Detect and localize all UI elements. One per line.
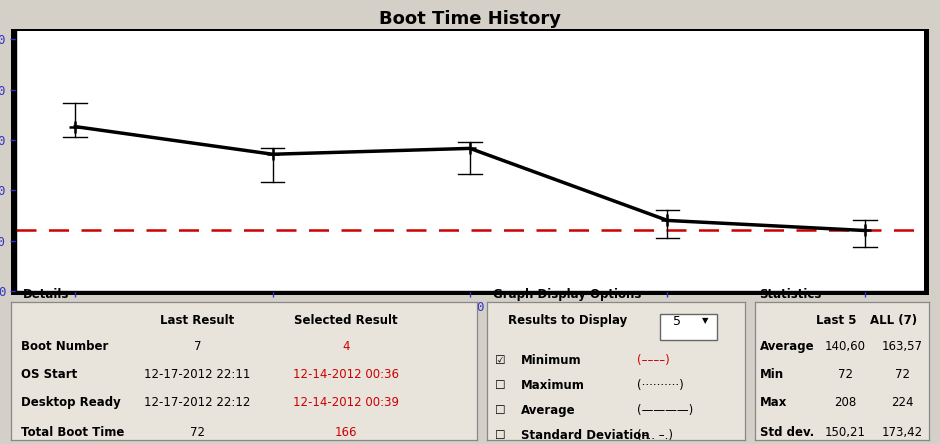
Text: Selected Result: Selected Result: [294, 314, 399, 327]
Text: Minimum: Minimum: [521, 354, 581, 367]
Text: (————): (————): [637, 404, 693, 417]
Text: 12-17-2012 22:12: 12-17-2012 22:12: [144, 396, 251, 408]
Text: ☐: ☐: [494, 404, 505, 417]
Text: ▼: ▼: [701, 316, 708, 325]
Text: (··········): (··········): [637, 379, 683, 392]
Text: 224: 224: [891, 396, 914, 408]
Text: Total Boot Time: Total Boot Time: [21, 426, 124, 439]
Text: Desktop Ready: Desktop Ready: [21, 396, 120, 408]
Text: 12-17-2012 22:11: 12-17-2012 22:11: [144, 368, 251, 381]
Text: Last Result: Last Result: [161, 314, 234, 327]
Text: ALL (7): ALL (7): [870, 314, 917, 327]
Text: Details: Details: [23, 288, 70, 301]
Text: Boot Number: Boot Number: [21, 341, 108, 353]
Text: 72: 72: [838, 368, 853, 381]
Text: Last 5: Last 5: [816, 314, 856, 327]
Text: 5: 5: [673, 315, 682, 328]
Text: 166: 166: [335, 426, 357, 439]
Text: 150,21: 150,21: [824, 426, 866, 439]
Text: Standard Deviation: Standard Deviation: [521, 428, 650, 441]
Text: Maximum: Maximum: [521, 379, 585, 392]
FancyBboxPatch shape: [660, 314, 717, 341]
Text: 72: 72: [895, 368, 910, 381]
Text: (–.. –.): (–.. –.): [637, 428, 673, 441]
Text: 72: 72: [190, 426, 205, 439]
Text: Results to Display: Results to Display: [508, 314, 627, 327]
Text: 163,57: 163,57: [882, 341, 923, 353]
Text: Statistics: Statistics: [760, 288, 822, 301]
Text: Average: Average: [760, 341, 815, 353]
Text: ☑: ☑: [494, 354, 505, 367]
Text: Std dev.: Std dev.: [760, 426, 814, 439]
Text: 12-14-2012 00:39: 12-14-2012 00:39: [293, 396, 399, 408]
Text: 4: 4: [342, 341, 350, 353]
Text: OS Start: OS Start: [21, 368, 77, 381]
Text: Graph Display Options: Graph Display Options: [494, 288, 642, 301]
Text: 173,42: 173,42: [882, 426, 923, 439]
Text: ☐: ☐: [494, 379, 505, 392]
Text: 12-14-2012 00:36: 12-14-2012 00:36: [293, 368, 399, 381]
Text: Boot Time History: Boot Time History: [379, 10, 561, 28]
Text: 208: 208: [834, 396, 856, 408]
Text: (––––): (––––): [637, 354, 669, 367]
Text: 140,60: 140,60: [824, 341, 866, 353]
Text: ☐: ☐: [494, 428, 505, 441]
Text: Max: Max: [760, 396, 788, 408]
Text: Average: Average: [521, 404, 575, 417]
Text: Min: Min: [760, 368, 784, 381]
Text: 7: 7: [194, 341, 201, 353]
